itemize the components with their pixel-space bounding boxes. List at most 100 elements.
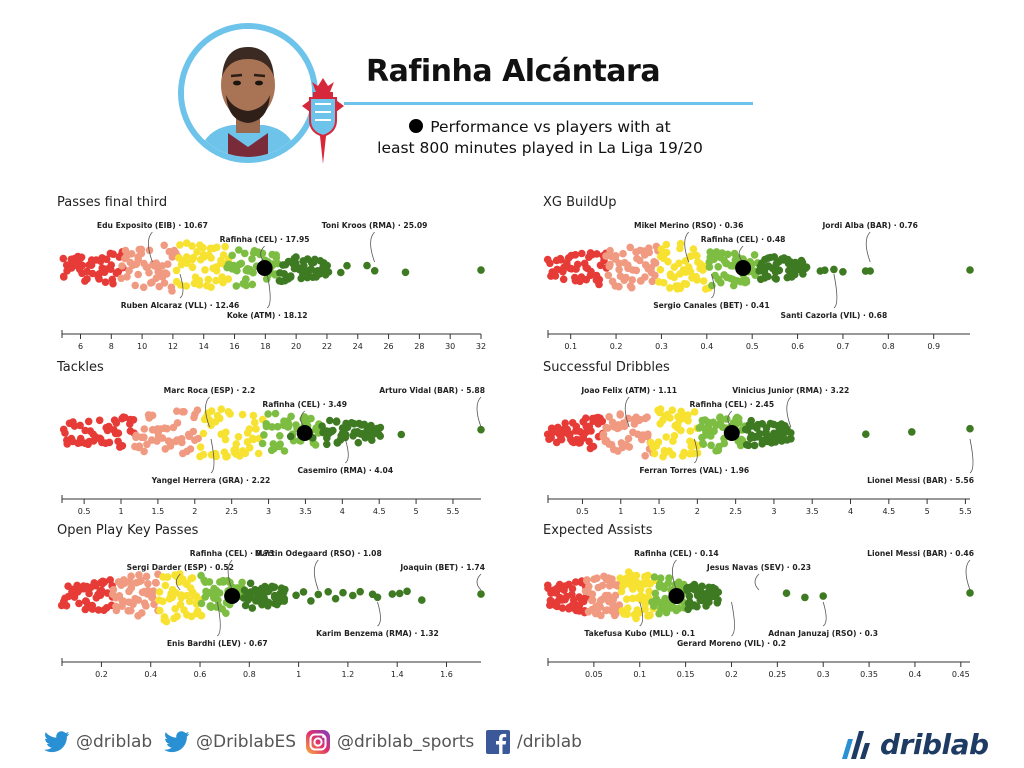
player-dot [329,426,337,435]
player-dot [589,442,598,451]
player-dot [418,596,426,604]
player-dot [821,266,829,274]
player-dot [615,601,624,609]
player-dot [660,602,668,610]
x-tick-label: 2.5 [225,507,238,516]
player-dot [273,422,282,431]
player-dot [664,257,672,266]
player-dot [966,589,974,597]
player-dot [196,443,205,451]
player-dot [551,272,560,280]
player-dot [234,433,243,441]
player-dot [118,442,127,450]
annotation-leader [210,438,215,474]
player-dot [204,275,213,284]
annotation-leader [969,438,974,474]
player-dot [744,441,753,450]
player-dot [839,268,847,276]
player-dot [632,571,641,580]
annotation-label: Sergio Canales (BET) · 0.41 [653,301,769,310]
player-dot [284,420,293,428]
player-dot [311,441,320,449]
player-dot [207,254,215,262]
player-dot [717,278,725,287]
player-dot [226,410,234,418]
annotation-label: Marc Roca (ESP) · 2.2 [164,386,256,395]
player-dot [668,451,677,459]
player-dot [597,611,605,620]
player-dot [656,265,665,274]
annotation-label: Joaquin (BET) · 1.74 [399,563,485,572]
player-dot [660,279,668,287]
x-tick-label: 0.05 [585,670,603,679]
player-dot [152,259,161,267]
player-dot [303,273,312,282]
player-dot [802,263,811,271]
player-dot [217,259,225,268]
player-dot [757,262,765,271]
header: Rafinha Alcántara Performance vs players… [0,0,1024,185]
x-tick-label: 0.8 [243,670,256,679]
player-dot [367,421,375,430]
player-dot [598,417,607,426]
x-tick-label: 12 [168,342,178,351]
annotation-label: Joao Felix (ATM) · 1.11 [580,386,677,395]
player-dot [207,603,215,611]
player-dot [178,438,186,447]
social-twitter-1[interactable]: @driblab [44,728,152,756]
player-dot [363,261,371,270]
player-dot [698,582,706,591]
highlight-player-dot [735,260,752,276]
chart-panel-1: Passes final third Edu Exposito (EIB) · 1… [57,195,486,351]
chart-panel-6: Expected Assists Rafinha (CEL) · 0.14 Jesu… [543,523,974,679]
player-dot [710,427,718,435]
player-dot [650,573,659,581]
player-dot [677,426,685,435]
highlight-player-dot [224,588,241,604]
player-dot [271,409,280,418]
player-dot [246,444,254,452]
social-instagram[interactable]: @driblab_sports [305,728,474,756]
player-dot [644,430,652,438]
x-tick-label: 4 [848,507,853,516]
player-dot [83,275,91,283]
player-dot [276,440,285,448]
annotation-label: Yangel Herrera (GRA) · 2.22 [151,476,271,485]
driblab-brand[interactable]: driblab [840,722,989,766]
x-tick-label: 0.9 [927,342,940,351]
player-dot [782,589,791,597]
player-dot [361,434,370,442]
x-tick-label: 28 [414,342,424,351]
social-facebook[interactable]: /driblab [485,728,582,756]
player-dot [276,432,284,440]
social-twitter-2[interactable]: @DriblabES [164,728,296,756]
player-dot [197,611,206,620]
x-tick-label: 0.6 [791,342,804,351]
player-dot [109,586,118,594]
player-dot [604,271,613,280]
player-dot [224,275,233,283]
player-dot [135,571,143,579]
player-dot [651,259,660,267]
x-tick-label: 32 [476,342,486,351]
player-dot [585,437,593,446]
player-dot [635,609,643,617]
x-tick-label: 2 [192,507,197,516]
player-dot [401,268,410,277]
player-dot [793,263,802,272]
player-dot [155,588,164,596]
chart-title: XG BuildUp [543,195,617,210]
player-dot [249,268,257,277]
player-dot [680,448,688,457]
player-dot [102,255,111,264]
player-dot [723,415,731,423]
player-name: Rafinha Alcántara [366,54,661,89]
player-dot [397,430,406,439]
player-dot [112,419,121,427]
player-dot [173,407,181,415]
player-dot [593,574,601,582]
player-dot [70,422,79,430]
player-dot [188,242,196,250]
annotation-label: Rafinha (CEL) · 2.45 [689,400,774,409]
player-dot [207,407,216,415]
